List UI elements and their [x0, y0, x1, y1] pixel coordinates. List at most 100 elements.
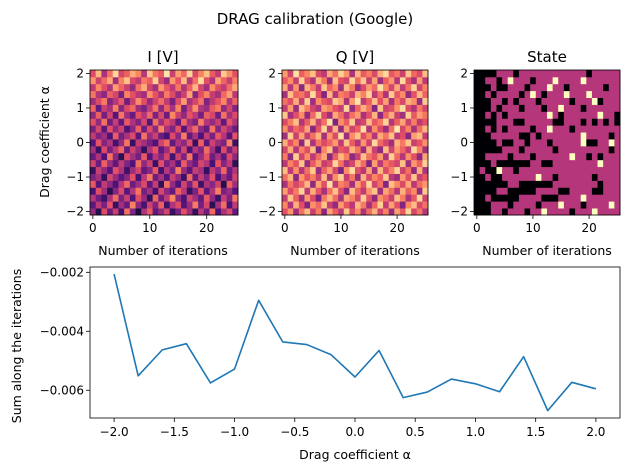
- heatmap-i-cell: [135, 208, 142, 216]
- heatmap-state-ytick-label: 0: [460, 136, 468, 150]
- heatmap-state-cell: [580, 104, 587, 112]
- heatmap-q-cell: [422, 125, 429, 133]
- heatmap-state-cell: [530, 152, 537, 161]
- heatmap-state-cell: [485, 166, 492, 174]
- heatmap-q-cell: [282, 97, 289, 105]
- heatmap-i-cell: [169, 208, 176, 216]
- heatmap-state-cell: [479, 159, 486, 168]
- heatmap-q-cell: [321, 187, 328, 195]
- heatmap-q-cell: [383, 111, 390, 119]
- heatmap-state-cell: [563, 90, 570, 99]
- heatmap-state-cell: [614, 152, 621, 161]
- heatmap-state-cell: [479, 118, 486, 126]
- heatmap-state-cell: [558, 145, 565, 154]
- heatmap-q-cell: [366, 166, 373, 174]
- heatmap-i-cell: [107, 125, 114, 133]
- heatmap-state-cell: [490, 166, 497, 174]
- heatmap-state-cell: [575, 145, 582, 154]
- heatmap-q-cell: [377, 145, 384, 154]
- heatmap-i-cell: [186, 139, 193, 147]
- heatmap-q-cell: [416, 70, 423, 78]
- heatmap-q-cell: [405, 111, 412, 119]
- heatmap-state-cell: [479, 201, 486, 209]
- heatmap-i-cell: [146, 166, 154, 174]
- heatmap-i-cell: [220, 159, 228, 168]
- heatmap-i-cell: [124, 187, 131, 195]
- heatmap-q-cell: [304, 145, 311, 154]
- heatmap-state-cell: [614, 111, 621, 119]
- heatmap-q-cell: [371, 173, 378, 181]
- heatmap-state-cell: [552, 104, 559, 112]
- heatmap-i-cell: [129, 145, 136, 154]
- heatmap-i-cell: [129, 90, 136, 99]
- heatmap-i-cell: [152, 166, 159, 174]
- heatmap-q-cell: [360, 83, 367, 92]
- heatmap-state-cell: [530, 111, 537, 119]
- heatmap-q-cell: [422, 70, 429, 78]
- heatmap-q-cell: [332, 125, 339, 133]
- heatmap-state-cell: [552, 139, 559, 147]
- heatmap-state-cell: [547, 194, 554, 202]
- heatmap-i-cell: [95, 139, 102, 147]
- heatmap-i-xtick-label: 0: [89, 221, 97, 235]
- heatmap-i-cell: [152, 139, 159, 147]
- heatmap-state-cell: [524, 201, 531, 209]
- heatmap-q-cell: [338, 97, 345, 105]
- heatmap-state-cell: [485, 180, 492, 188]
- heatmap-q-cell: [293, 139, 300, 147]
- heatmap-i-cell: [175, 145, 182, 154]
- heatmap-i-cell: [95, 111, 102, 119]
- heatmap-i-cell: [118, 111, 125, 119]
- heatmap-state-cell: [614, 118, 621, 126]
- heatmap-state-cell: [597, 104, 604, 112]
- heatmap-i-cell: [203, 187, 210, 195]
- heatmap-i-cell: [95, 90, 102, 99]
- heatmap-i-cell: [107, 152, 114, 161]
- heatmap-state-cell: [496, 194, 503, 202]
- heatmap-q-cell: [355, 166, 362, 174]
- heatmap-i-cell: [181, 201, 188, 209]
- heatmap-i-cell: [101, 166, 108, 174]
- heatmap-q-cell: [315, 180, 322, 188]
- heatmap-state-cell: [490, 97, 497, 105]
- heatmap-q-cell: [388, 118, 395, 126]
- heatmap-q-cell: [360, 173, 367, 181]
- heatmap-i-cell: [192, 132, 199, 140]
- heatmap-state-cell: [569, 180, 576, 188]
- heatmap-i-cell: [152, 118, 159, 126]
- heatmap-state-cell: [541, 145, 548, 154]
- heatmap-i-cell: [181, 70, 188, 78]
- heatmap-q-cell: [416, 166, 423, 174]
- heatmap-q-cell: [366, 159, 373, 168]
- heatmap-q-cell: [405, 145, 412, 154]
- heatmap-q-cell: [287, 111, 294, 119]
- heatmap-q-cell: [360, 104, 367, 112]
- heatmap-i-cell: [169, 159, 176, 168]
- heatmap-q-cell: [304, 83, 311, 92]
- heatmap-i-cell: [198, 201, 205, 209]
- heatmap-state-cell: [502, 159, 509, 168]
- heatmap-state-cell: [603, 132, 610, 140]
- heatmap-state-cell: [530, 166, 537, 174]
- heatmap-i-cell: [226, 187, 233, 195]
- heatmap-q-cell: [338, 139, 345, 147]
- heatmap-q-cell: [321, 125, 328, 133]
- heatmap-state-cell: [535, 83, 542, 92]
- heatmap-state-cell: [496, 180, 503, 188]
- heatmap-q-cell: [366, 152, 373, 161]
- heatmap-state-cell: [569, 90, 576, 99]
- heatmap-i-cell: [186, 132, 193, 140]
- heatmap-q-cell: [399, 70, 406, 78]
- heatmap-q-cell: [315, 194, 322, 202]
- heatmap-state-cell: [479, 180, 486, 188]
- heatmap-q-xtick-label: 0: [281, 221, 289, 235]
- heatmap-i-cell: [112, 187, 119, 195]
- heatmap-i-cell: [101, 201, 108, 209]
- heatmap-q-cell: [411, 118, 418, 126]
- heatmap-i-cell: [135, 70, 142, 78]
- heatmap-q-cell: [360, 97, 367, 105]
- heatmap-i-cell: [107, 173, 114, 181]
- heatmap-state-cell: [614, 145, 621, 154]
- heatmap-state-cell: [524, 111, 531, 119]
- heatmap-q-cell: [422, 90, 429, 99]
